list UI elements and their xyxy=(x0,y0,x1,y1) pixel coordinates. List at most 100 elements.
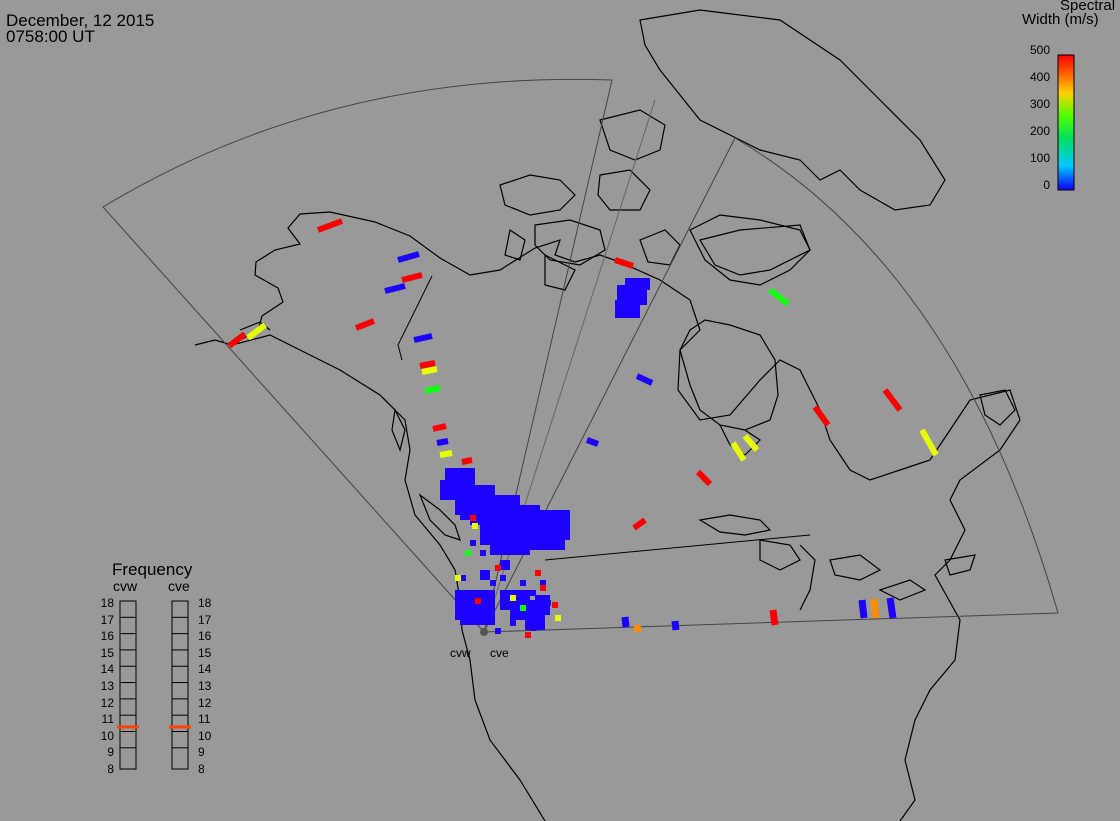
frequency-tick: 8 xyxy=(107,762,114,776)
radar-site-label-cve: cve xyxy=(490,646,509,660)
data-cell xyxy=(470,605,495,625)
data-cell xyxy=(858,599,868,619)
data-cell xyxy=(495,565,501,571)
data-cell xyxy=(440,480,465,500)
data-cell xyxy=(870,598,880,619)
data-cell xyxy=(621,616,630,628)
colorbar-tick: 0 xyxy=(1043,178,1050,192)
data-cell xyxy=(552,602,558,608)
data-cell xyxy=(530,625,536,631)
data-cell xyxy=(384,283,406,294)
frequency-tick: 14 xyxy=(198,662,212,677)
data-cell xyxy=(460,575,466,581)
data-cell xyxy=(401,272,423,283)
frequency-bar xyxy=(119,600,137,770)
colorbar-tick: 500 xyxy=(1029,43,1050,57)
frequency-tick: 17 xyxy=(198,612,212,627)
data-cell xyxy=(485,600,491,606)
data-cell xyxy=(475,598,481,604)
data-cell xyxy=(439,450,453,458)
data-cell xyxy=(585,437,600,447)
colorbar-tick: 400 xyxy=(1029,70,1050,84)
frequency-tick: 16 xyxy=(198,629,212,644)
data-cell xyxy=(635,373,654,386)
data-cell xyxy=(421,366,438,375)
data-cell xyxy=(525,632,531,638)
data-cell xyxy=(615,300,640,318)
data-cell xyxy=(465,550,471,556)
data-cell xyxy=(500,575,506,581)
data-cell xyxy=(545,600,551,606)
data-cell xyxy=(460,500,490,520)
data-cell xyxy=(490,525,530,555)
data-cell xyxy=(316,218,344,233)
frequency-tick: 10 xyxy=(100,728,114,743)
data-cell xyxy=(495,628,501,634)
radar-site-label-cvw: cvw xyxy=(450,646,471,660)
frequency-tick: 12 xyxy=(100,695,114,710)
data-cell xyxy=(555,615,561,621)
time-label: 0758:00 UT xyxy=(6,27,95,46)
data-cell xyxy=(480,550,486,556)
data-cell xyxy=(812,405,831,427)
frequency-tick: 16 xyxy=(100,629,114,644)
political-borders xyxy=(397,275,811,561)
data-cell xyxy=(397,251,420,263)
frequency-tick: 13 xyxy=(100,679,114,693)
data-cell xyxy=(470,540,476,546)
colorbar-tick: 200 xyxy=(1029,124,1050,138)
colorbar-gradient xyxy=(1057,54,1075,191)
colorbar-tick: 100 xyxy=(1029,151,1050,165)
frequency-radar-label-cve: cve xyxy=(168,578,190,594)
cvw-fov xyxy=(102,78,613,634)
data-cell xyxy=(886,597,897,619)
frequency-tick: 12 xyxy=(198,695,212,710)
data-cell xyxy=(480,570,490,580)
data-cell xyxy=(614,257,634,269)
data-cell xyxy=(768,287,790,307)
cve-fov xyxy=(483,137,1059,633)
data-cell xyxy=(520,580,526,586)
frequency-tick: 11 xyxy=(198,712,211,727)
data-cell xyxy=(470,590,476,596)
data-cell xyxy=(540,585,546,591)
data-cell xyxy=(500,560,510,570)
frequency-tick: 17 xyxy=(100,612,114,627)
colorbar xyxy=(1057,54,1075,191)
radar-data-cells xyxy=(227,218,939,638)
frequency-tick: 18 xyxy=(100,596,114,610)
coastlines xyxy=(194,9,1021,821)
data-cell xyxy=(530,590,536,596)
data-cell xyxy=(730,441,747,462)
data-cell xyxy=(510,595,516,601)
frequency-tick: 15 xyxy=(198,645,212,660)
frequency-tick: 10 xyxy=(198,728,212,743)
frequency-tick: 8 xyxy=(198,762,205,776)
data-cell xyxy=(742,434,760,452)
data-cell xyxy=(354,318,376,331)
data-cell xyxy=(695,469,713,487)
colorbar-title-line2: Width (m/s) xyxy=(1022,11,1099,28)
radar-site-marker xyxy=(480,628,488,636)
data-cell xyxy=(632,517,647,531)
radar-sites xyxy=(480,628,488,636)
data-cell xyxy=(455,575,461,581)
data-cell xyxy=(882,388,903,412)
frequency-tick: 14 xyxy=(100,662,114,677)
data-cell xyxy=(671,620,680,631)
frequency-title: Frequency xyxy=(112,560,193,579)
data-cell xyxy=(424,385,441,394)
data-cell xyxy=(461,457,473,465)
data-cell xyxy=(490,580,496,586)
frequency-bars xyxy=(117,600,191,770)
data-cell xyxy=(413,333,433,343)
colorbar-tick: 300 xyxy=(1029,97,1050,111)
colorbar-title-line1: Spectral xyxy=(1060,0,1116,14)
data-cell xyxy=(227,331,247,349)
fov-outlines xyxy=(102,78,1059,634)
frequency-tick: 9 xyxy=(107,745,114,760)
data-cell xyxy=(419,360,436,369)
data-cell xyxy=(540,580,546,586)
frequency-bar xyxy=(171,600,189,770)
